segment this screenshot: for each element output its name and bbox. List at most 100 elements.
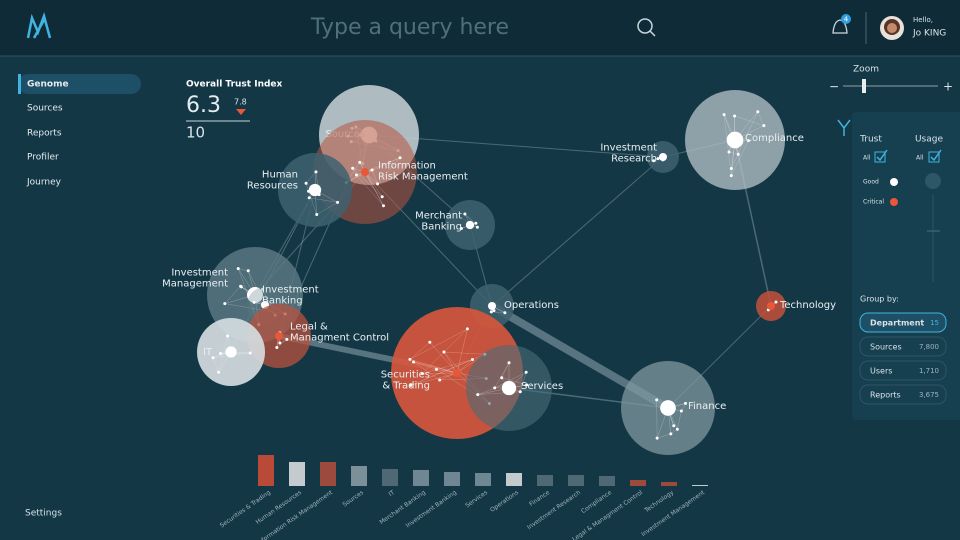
network-dot: [442, 350, 446, 354]
network-dot: [727, 150, 731, 154]
x-tick-label: Operations: [489, 489, 520, 514]
network-dot: [285, 337, 289, 341]
node-label: Management: [162, 279, 228, 290]
zoom-out[interactable]: −: [829, 80, 839, 94]
bar[interactable]: [413, 470, 429, 486]
bar[interactable]: [599, 476, 615, 486]
nav-selected-bg: [18, 74, 141, 94]
network-dot: [370, 168, 374, 172]
node-center: [767, 302, 775, 310]
network-dot: [652, 159, 656, 163]
network-link: [657, 433, 671, 439]
group-option[interactable]: [859, 312, 947, 333]
bar[interactable]: [661, 482, 677, 486]
good-toggle[interactable]: [890, 178, 898, 186]
nav-item[interactable]: Profiler: [27, 153, 59, 163]
usage-all-checkbox[interactable]: [928, 149, 942, 163]
settings-link[interactable]: Settings: [25, 509, 62, 519]
bar[interactable]: [258, 455, 274, 486]
bar[interactable]: [444, 472, 460, 486]
graph-node[interactable]: Legal &Managment Control: [247, 304, 389, 368]
network-dot: [398, 156, 402, 160]
network-dot: [474, 221, 478, 225]
trust-all-checkbox[interactable]: [874, 149, 888, 163]
bar[interactable]: [289, 462, 305, 486]
node-label: & Trading: [382, 381, 430, 392]
critical-toggle[interactable]: [890, 198, 898, 206]
network-dot: [503, 311, 507, 315]
network-link: [677, 410, 682, 430]
critical-label: Critical: [863, 199, 884, 206]
bar[interactable]: [506, 473, 522, 486]
node-center: [275, 332, 283, 340]
network-dot: [380, 195, 384, 199]
network-dot: [507, 361, 511, 365]
zoom-thumb[interactable]: [862, 79, 866, 93]
network-dot: [376, 182, 380, 186]
network-dot: [493, 386, 497, 390]
network-link: [356, 174, 384, 206]
bar[interactable]: [692, 485, 708, 486]
logo[interactable]: [26, 11, 52, 39]
node-label: Operations: [504, 300, 559, 311]
node-label: Research: [611, 154, 657, 165]
network-dot: [314, 170, 318, 174]
network-dot: [736, 152, 740, 156]
group-option[interactable]: [859, 336, 947, 357]
bar[interactable]: [475, 473, 491, 486]
network-link: [309, 197, 338, 203]
graph-node[interactable]: Compliance: [685, 90, 804, 190]
x-tick-label: Investment Banking: [405, 489, 459, 529]
group-option-label: Sources: [870, 343, 902, 352]
network-dot: [278, 341, 282, 345]
trust-down-arrow: [236, 109, 246, 115]
network-dot: [408, 357, 412, 361]
network-dot: [459, 227, 463, 231]
network-link: [410, 359, 473, 386]
x-tick-label: IT: [388, 489, 397, 498]
group-option[interactable]: [859, 384, 947, 405]
network-dot: [489, 310, 493, 314]
node-label: Compliance: [745, 133, 804, 144]
network-link: [409, 342, 430, 360]
zoom-in[interactable]: +: [943, 80, 953, 94]
graph-node[interactable]: Finance: [621, 361, 726, 455]
filter-icon[interactable]: [837, 119, 851, 136]
avatar[interactable]: [880, 16, 904, 40]
search-button[interactable]: [637, 18, 656, 37]
network-dot: [420, 372, 424, 376]
network-link: [218, 335, 228, 373]
graph-node[interactable]: Services: [466, 345, 563, 431]
network-link: [723, 114, 732, 176]
bar[interactable]: [537, 475, 553, 486]
network-dot: [774, 300, 778, 304]
group-option[interactable]: [859, 360, 947, 381]
network-link: [494, 362, 510, 388]
network-link: [276, 339, 288, 348]
nav-item[interactable]: Reports: [27, 129, 62, 139]
bar[interactable]: [382, 469, 398, 486]
nav-item[interactable]: Sources: [27, 104, 63, 114]
network-link: [731, 140, 749, 176]
usage-knob[interactable]: [925, 173, 941, 189]
bar[interactable]: [351, 466, 367, 486]
nav-item[interactable]: Journey: [26, 178, 62, 188]
graph-node[interactable]: IT: [197, 318, 265, 386]
search-input[interactable]: Type a query here: [310, 15, 509, 40]
bar[interactable]: [568, 475, 584, 486]
network-link: [377, 157, 401, 185]
nav-item[interactable]: Genome: [27, 80, 69, 90]
bar[interactable]: [320, 462, 336, 486]
network-dot: [438, 378, 442, 382]
bar[interactable]: [630, 480, 646, 486]
network-dot: [525, 383, 529, 387]
greeting: Hello,: [913, 16, 933, 24]
network-link: [443, 351, 458, 374]
group-option-label: Department: [870, 319, 924, 328]
network-link: [410, 372, 458, 386]
notifications[interactable]: [832, 14, 851, 34]
graph-node[interactable]: Technology: [756, 291, 836, 321]
